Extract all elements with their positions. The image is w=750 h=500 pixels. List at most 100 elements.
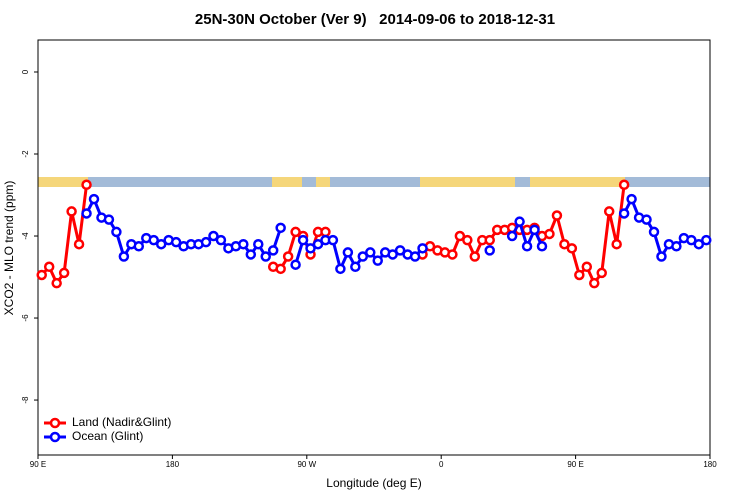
data-point [282,251,294,262]
data-point [596,267,607,279]
data-point [155,238,167,250]
x-tick-label: 180 [166,460,180,469]
data-point [394,245,406,256]
data-point [387,249,398,260]
data-point [648,226,660,238]
plot-frame [37,39,711,456]
data-point [51,277,62,289]
data-point [409,251,421,262]
y-tick-label: -6 [21,314,30,322]
data-point [484,245,495,256]
data-point [238,238,249,250]
land-band [420,177,515,187]
data-point [686,234,697,246]
x-tick-label: 90 E [567,460,583,469]
data-point [618,208,630,219]
y-tick-label: -4 [21,232,30,240]
data-point [43,261,55,273]
data-point [574,269,585,281]
data-point [514,216,525,227]
data-point [275,263,286,275]
data-point [357,251,369,262]
data-point [290,226,301,238]
ocean-band [38,177,710,187]
data-point [81,179,92,191]
data-point [626,193,637,205]
data-point [297,234,309,246]
y-axis-label: XCO2 - MLO trend (ppm) [2,181,16,316]
data-point [103,214,115,225]
legend-label: Land (Nadir&Glint) [72,415,171,429]
data-point [671,241,682,252]
land-ocean-strip [38,177,710,187]
data-point [484,234,495,246]
y-tick-label: 0 [21,69,30,74]
data-point [267,245,279,256]
data-point [58,267,70,279]
x-axis-label: Longitude (deg E) [326,476,421,490]
data-point [320,226,331,238]
data-point [618,179,630,191]
data-point [260,251,271,262]
data-point [253,238,264,250]
data-point [81,208,92,219]
data-point [350,261,361,273]
data-point [506,230,518,242]
data-point [111,226,122,238]
data-point [693,238,705,250]
data-point [290,259,301,270]
data-point [66,206,77,217]
y-tick-label: -8 [21,396,30,404]
data-point [462,234,473,246]
data-point [73,238,85,250]
data-point [559,238,570,250]
data-point [447,249,458,260]
data-point [551,210,563,221]
data-point [312,238,324,250]
data-point [327,234,339,246]
data-point [641,214,652,225]
data-point [529,224,540,236]
data-point [305,243,316,254]
data-point [133,241,145,252]
data-point [245,249,257,260]
data-point [36,269,47,281]
data-point [215,234,227,246]
data-point [372,255,383,266]
data-point [611,238,622,250]
data-point [581,261,593,273]
data-point [148,234,159,246]
legend-label: Ocean (Glint) [72,429,143,443]
data-point [566,243,578,254]
data-point [342,247,354,258]
data-point [589,277,600,289]
data-point [200,236,212,248]
land-band [272,177,302,187]
data-point [701,234,712,246]
land-band [316,177,330,187]
x-tick-label: 90 E [30,460,46,469]
land-band [38,177,88,187]
data-point [469,251,481,262]
chart-title: 25N-30N October (Ver 9) 2014-09-06 to 20… [195,11,555,28]
data-point [544,228,555,240]
data-point [365,247,376,258]
data-point [170,236,182,248]
data-point [656,251,667,262]
data-point [417,243,428,254]
data-point [88,193,100,205]
x-tick-label: 0 [439,460,444,469]
data-point [335,263,346,275]
data-point [536,241,548,252]
data-point [521,241,533,252]
data-point [118,251,130,262]
data-point [454,230,466,242]
y-tick-label: -2 [21,150,30,158]
x-tick-label: 90 W [297,460,316,469]
data-point [603,206,615,217]
x-tick-label: 180 [703,460,717,469]
data-point [275,222,286,234]
land-band [530,177,625,187]
legend-marker [49,417,61,429]
